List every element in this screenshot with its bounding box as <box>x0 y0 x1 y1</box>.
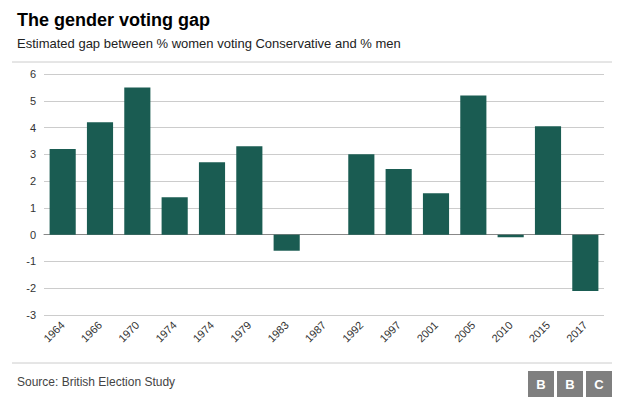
svg-text:2010: 2010 <box>489 319 515 345</box>
svg-text:Estimated gap between % women: Estimated gap between % women voting Con… <box>17 36 401 51</box>
svg-text:2: 2 <box>30 175 36 187</box>
svg-text:1992: 1992 <box>340 319 366 345</box>
svg-text:1974: 1974 <box>190 319 216 345</box>
svg-text:3: 3 <box>30 148 36 160</box>
svg-text:1979: 1979 <box>228 319 254 345</box>
svg-text:B: B <box>565 377 574 392</box>
svg-text:4: 4 <box>30 122 36 134</box>
svg-text:-2: -2 <box>26 282 36 294</box>
svg-text:5: 5 <box>30 95 36 107</box>
svg-text:-1: -1 <box>26 255 36 267</box>
svg-text:Source: British Election Study: Source: British Election Study <box>17 375 175 389</box>
svg-text:1974: 1974 <box>153 319 179 345</box>
svg-text:2001: 2001 <box>414 319 440 345</box>
svg-text:1966: 1966 <box>78 319 104 345</box>
svg-text:1983: 1983 <box>265 319 291 345</box>
svg-text:C: C <box>594 377 604 392</box>
svg-text:1987: 1987 <box>302 319 328 345</box>
svg-text:2017: 2017 <box>564 319 590 345</box>
svg-text:6: 6 <box>30 68 36 80</box>
svg-text:1970: 1970 <box>116 319 142 345</box>
svg-text:The gender voting gap: The gender voting gap <box>17 10 210 30</box>
svg-text:1964: 1964 <box>41 319 67 345</box>
svg-text:B: B <box>536 377 545 392</box>
svg-text:-3: -3 <box>26 309 36 321</box>
svg-text:0: 0 <box>30 229 36 241</box>
svg-text:1997: 1997 <box>377 319 403 345</box>
svg-text:1: 1 <box>30 202 36 214</box>
svg-text:2005: 2005 <box>452 319 478 345</box>
svg-text:2015: 2015 <box>526 319 552 345</box>
